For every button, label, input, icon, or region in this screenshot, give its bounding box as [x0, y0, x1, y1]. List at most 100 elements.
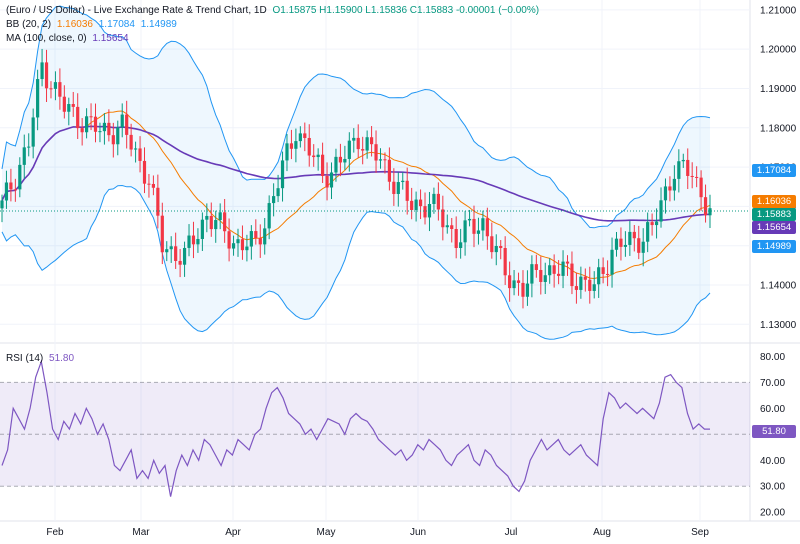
candle-body	[708, 208, 712, 216]
time-tick-label: Mar	[132, 527, 150, 538]
candle-body	[182, 247, 187, 265]
candle-body	[614, 238, 619, 250]
candle-body	[601, 267, 605, 274]
candle-body	[125, 114, 129, 135]
candle-body	[703, 197, 708, 216]
candle-body	[169, 246, 173, 250]
candle-body	[160, 215, 164, 253]
price-tick-label: 1.14000	[760, 281, 797, 292]
candle-body	[677, 161, 681, 179]
candle-body	[147, 183, 151, 185]
rsi-line	[1, 359, 710, 497]
candle-body	[699, 177, 703, 198]
candle-body	[156, 187, 160, 216]
candle-body	[516, 280, 521, 283]
candle-body	[570, 263, 574, 287]
candle-body	[628, 231, 632, 245]
candle-body	[263, 228, 267, 245]
candle-body	[236, 239, 240, 244]
time-tick-label: May	[317, 527, 336, 538]
rsi-tick-label: 80.00	[760, 352, 785, 363]
candle-body	[396, 182, 400, 194]
candle-body	[44, 62, 49, 89]
candle-body	[4, 182, 9, 201]
time-tick-label: Feb	[46, 527, 64, 538]
time-tick-label: Jul	[505, 527, 518, 538]
candle-body	[223, 212, 227, 232]
candle-body	[40, 62, 44, 80]
price-tag-ma: 1.15654	[752, 221, 796, 234]
candle-body	[592, 284, 596, 291]
candle-body	[138, 148, 142, 161]
candle-body	[619, 238, 623, 247]
candle-body	[441, 209, 445, 228]
candle-body	[196, 238, 200, 245]
rsi-pane	[0, 359, 750, 497]
candle-body	[378, 159, 383, 161]
candle-body	[165, 249, 169, 253]
candle-body	[681, 159, 685, 162]
candle-body	[62, 96, 66, 112]
candle-body	[27, 146, 31, 148]
legend-ma-row: MA (100, close, 0) 1.15654	[6, 32, 132, 46]
ma-label: MA (100, close, 0)	[6, 33, 87, 44]
price-tag-bb-lower: 1.14989	[752, 240, 796, 253]
candle-body	[107, 122, 111, 136]
candle-body	[329, 172, 334, 188]
ma-value: 1.15654	[92, 33, 129, 44]
candle-body	[89, 116, 93, 118]
candle-body	[338, 156, 343, 163]
candle-body	[548, 265, 552, 276]
candle-body	[280, 160, 285, 189]
candle-body	[401, 180, 405, 183]
candle-body	[383, 159, 387, 161]
candle-body	[151, 183, 155, 188]
candle-body	[49, 88, 53, 90]
candle-body	[650, 222, 654, 226]
rsi-tick-label: 60.00	[760, 404, 785, 415]
candle-body	[200, 219, 204, 239]
candle-body	[361, 149, 365, 151]
time-tick-label: Sep	[691, 527, 709, 538]
candle-body	[298, 133, 302, 142]
candle-body	[321, 154, 325, 177]
candle-body	[503, 248, 507, 276]
candle-body	[178, 260, 182, 265]
candle-body	[9, 182, 13, 190]
bb-lower-value: 1.14989	[140, 19, 177, 30]
chart-title: (Euro / US Dollar) - Live Exchange Rate …	[6, 5, 267, 16]
candle-body	[267, 203, 271, 229]
legend-rsi-row: RSI (14) 51.80	[6, 352, 77, 366]
candle-body	[13, 189, 17, 191]
candle-body	[481, 218, 485, 231]
ma-line	[1, 125, 711, 222]
rsi-tick-label: 20.00	[760, 508, 785, 519]
candle-body	[53, 82, 58, 89]
bb-upper-value: 1.17084	[98, 19, 135, 30]
candle-body	[490, 236, 494, 253]
candle-body	[690, 175, 694, 177]
price-tag-rsi: 51.80	[752, 425, 796, 438]
candle-body	[356, 137, 360, 150]
candle-body	[454, 229, 458, 249]
rsi-value: 51.80	[49, 353, 75, 364]
candle-body	[686, 159, 690, 176]
candle-body	[249, 231, 253, 247]
bb-basis-line	[1, 110, 711, 280]
candle-body	[240, 239, 245, 251]
candle-body	[392, 181, 396, 194]
candle-body	[18, 164, 22, 190]
candle-body	[36, 79, 40, 118]
candle-body	[646, 222, 650, 242]
candle-body	[561, 261, 565, 276]
candle-body	[597, 267, 601, 285]
legend-title-row: (Euro / US Dollar) - Live Exchange Rate …	[6, 4, 542, 18]
candle-body	[120, 114, 124, 128]
candle-body	[472, 218, 476, 234]
candle-body	[303, 133, 307, 138]
candle-body	[565, 261, 570, 264]
candle-body	[579, 276, 583, 290]
candle-body	[285, 143, 289, 161]
candle-body	[187, 235, 191, 248]
